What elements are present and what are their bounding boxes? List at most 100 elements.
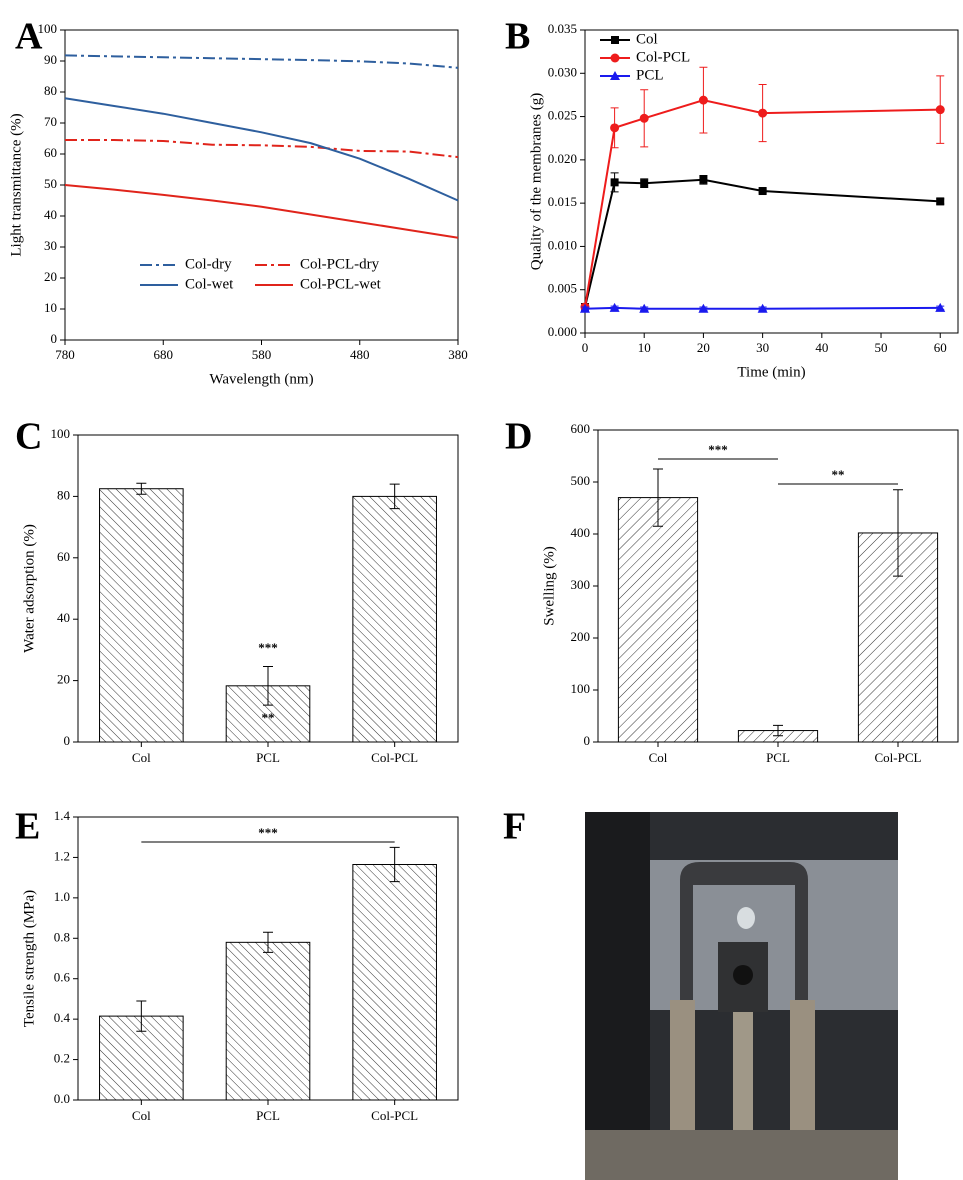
- y-tick-label: 0.8: [54, 929, 70, 944]
- bar: [352, 495, 437, 743]
- marker: [699, 175, 708, 184]
- panel: E 0.0 0.2 0.4 0.6 0.8 1.0 1.2 1.4 Tensile strengt…: [15, 710, 459, 1123]
- marker: [580, 303, 590, 313]
- x-tick-label: Col: [132, 750, 151, 765]
- y-tick-label: 100: [38, 21, 58, 36]
- annotation: ***: [258, 825, 278, 840]
- panel: B 0.000 0.005 0.010 0.015 0.020 0.025 0.030 0.03…: [505, 16, 959, 380]
- marker: [935, 302, 946, 312]
- annotation: ***: [258, 640, 278, 655]
- x-axis-label: Wavelength (nm): [209, 371, 313, 387]
- y-tick-label: 40: [57, 610, 70, 625]
- x-axis-label: Time (min): [737, 364, 805, 380]
- y-tick-label: 0: [64, 733, 71, 748]
- x-tick-label: 480: [350, 347, 370, 362]
- y-tick-label: 20: [57, 672, 70, 687]
- y-axis-label: Water adsorption (%): [21, 524, 37, 653]
- error-bar: [653, 468, 663, 527]
- y-tick-label: 10: [44, 300, 57, 315]
- y-axis-label: Tensile strength (MPa): [21, 890, 37, 1027]
- y-tick-label: 30: [44, 238, 57, 253]
- y-tick-label: 60: [57, 549, 70, 564]
- photo-sample: [737, 907, 755, 929]
- y-tick-label: 0: [584, 733, 591, 748]
- series-line: [64, 54, 459, 69]
- y-tick-label: 0.6: [54, 970, 71, 985]
- legend-label: Col-PCL: [636, 49, 690, 65]
- panel-letter: B: [505, 16, 530, 58]
- error-bar: [263, 931, 273, 953]
- marker: [610, 178, 619, 187]
- x-tick-label: PCL: [256, 1108, 280, 1123]
- photo-knob: [733, 965, 753, 985]
- panel: D 0 100 200 300 400 500 600 Swelling (%) Col PCL Co…: [505, 416, 959, 765]
- y-tick-label: 0.015: [548, 194, 577, 209]
- marker: [639, 303, 650, 313]
- panel-letter: F: [503, 806, 526, 848]
- legend-marker: [611, 36, 619, 44]
- x-tick-label: PCL: [256, 750, 280, 765]
- x-tick-label: Col-PCL: [875, 750, 922, 765]
- y-tick-label: 1.0: [54, 889, 70, 904]
- x-tick-label: 580: [252, 347, 272, 362]
- error-bar: [263, 665, 273, 706]
- x-tick-label: 0: [582, 340, 589, 355]
- y-tick-label: 90: [44, 52, 57, 67]
- panel-letter: D: [505, 416, 532, 458]
- bar: [99, 488, 184, 743]
- error-bar: [389, 846, 400, 883]
- marker: [640, 179, 649, 188]
- y-tick-label: 400: [571, 525, 591, 540]
- x-tick-label: 30: [756, 340, 769, 355]
- series-line: [64, 184, 459, 239]
- y-tick-label: 600: [571, 421, 591, 436]
- y-tick-label: 0.005: [548, 281, 577, 296]
- y-tick-label: 50: [44, 176, 57, 191]
- x-tick-label: 680: [154, 347, 174, 362]
- error-bar: [773, 724, 783, 737]
- y-tick-label: 100: [571, 681, 591, 696]
- y-tick-label: 0.025: [548, 108, 577, 123]
- y-tick-label: 0.0: [54, 1091, 70, 1106]
- series-line: [65, 139, 459, 159]
- annotation: **: [832, 467, 845, 482]
- x-tick-label: Col-PCL: [371, 1108, 418, 1123]
- error-bar: [893, 489, 903, 577]
- photo-base: [585, 1130, 898, 1180]
- y-tick-label: 1.4: [54, 808, 71, 823]
- marker: [610, 123, 620, 133]
- legend-marker: [610, 71, 620, 80]
- y-tick-label: 60: [44, 145, 57, 160]
- y-tick-label: 300: [571, 577, 591, 592]
- legend-label: Col: [636, 31, 658, 47]
- bar: [225, 941, 311, 1101]
- y-tick-label: 0: [51, 331, 58, 346]
- bar: [617, 497, 699, 743]
- y-tick-label: 0.010: [548, 237, 577, 252]
- x-tick-label: PCL: [766, 750, 790, 765]
- x-tick-label: 20: [697, 340, 710, 355]
- marker: [698, 303, 709, 313]
- error-bar: [389, 483, 400, 510]
- marker: [936, 197, 945, 206]
- y-axis-label: Swelling (%): [541, 546, 557, 626]
- x-tick-label: 10: [638, 340, 651, 355]
- photo-frame: [680, 862, 808, 1000]
- y-tick-label: 200: [571, 629, 591, 644]
- plot-frame: [64, 29, 459, 341]
- y-tick-label: 20: [44, 269, 57, 284]
- x-tick-label: 380: [448, 347, 468, 362]
- x-tick-label: 780: [55, 347, 75, 362]
- marker: [758, 108, 768, 118]
- photo-panel: F: [503, 806, 898, 1180]
- y-tick-label: 0.4: [54, 1010, 71, 1025]
- y-tick-label: 0.000: [548, 324, 577, 339]
- marker: [935, 105, 945, 115]
- plot-frame: [584, 29, 959, 334]
- annotation: ***: [708, 442, 728, 457]
- error-bar: [136, 482, 147, 495]
- marker: [639, 113, 649, 123]
- panel-letter: E: [15, 806, 40, 848]
- legend-marker: [610, 53, 620, 63]
